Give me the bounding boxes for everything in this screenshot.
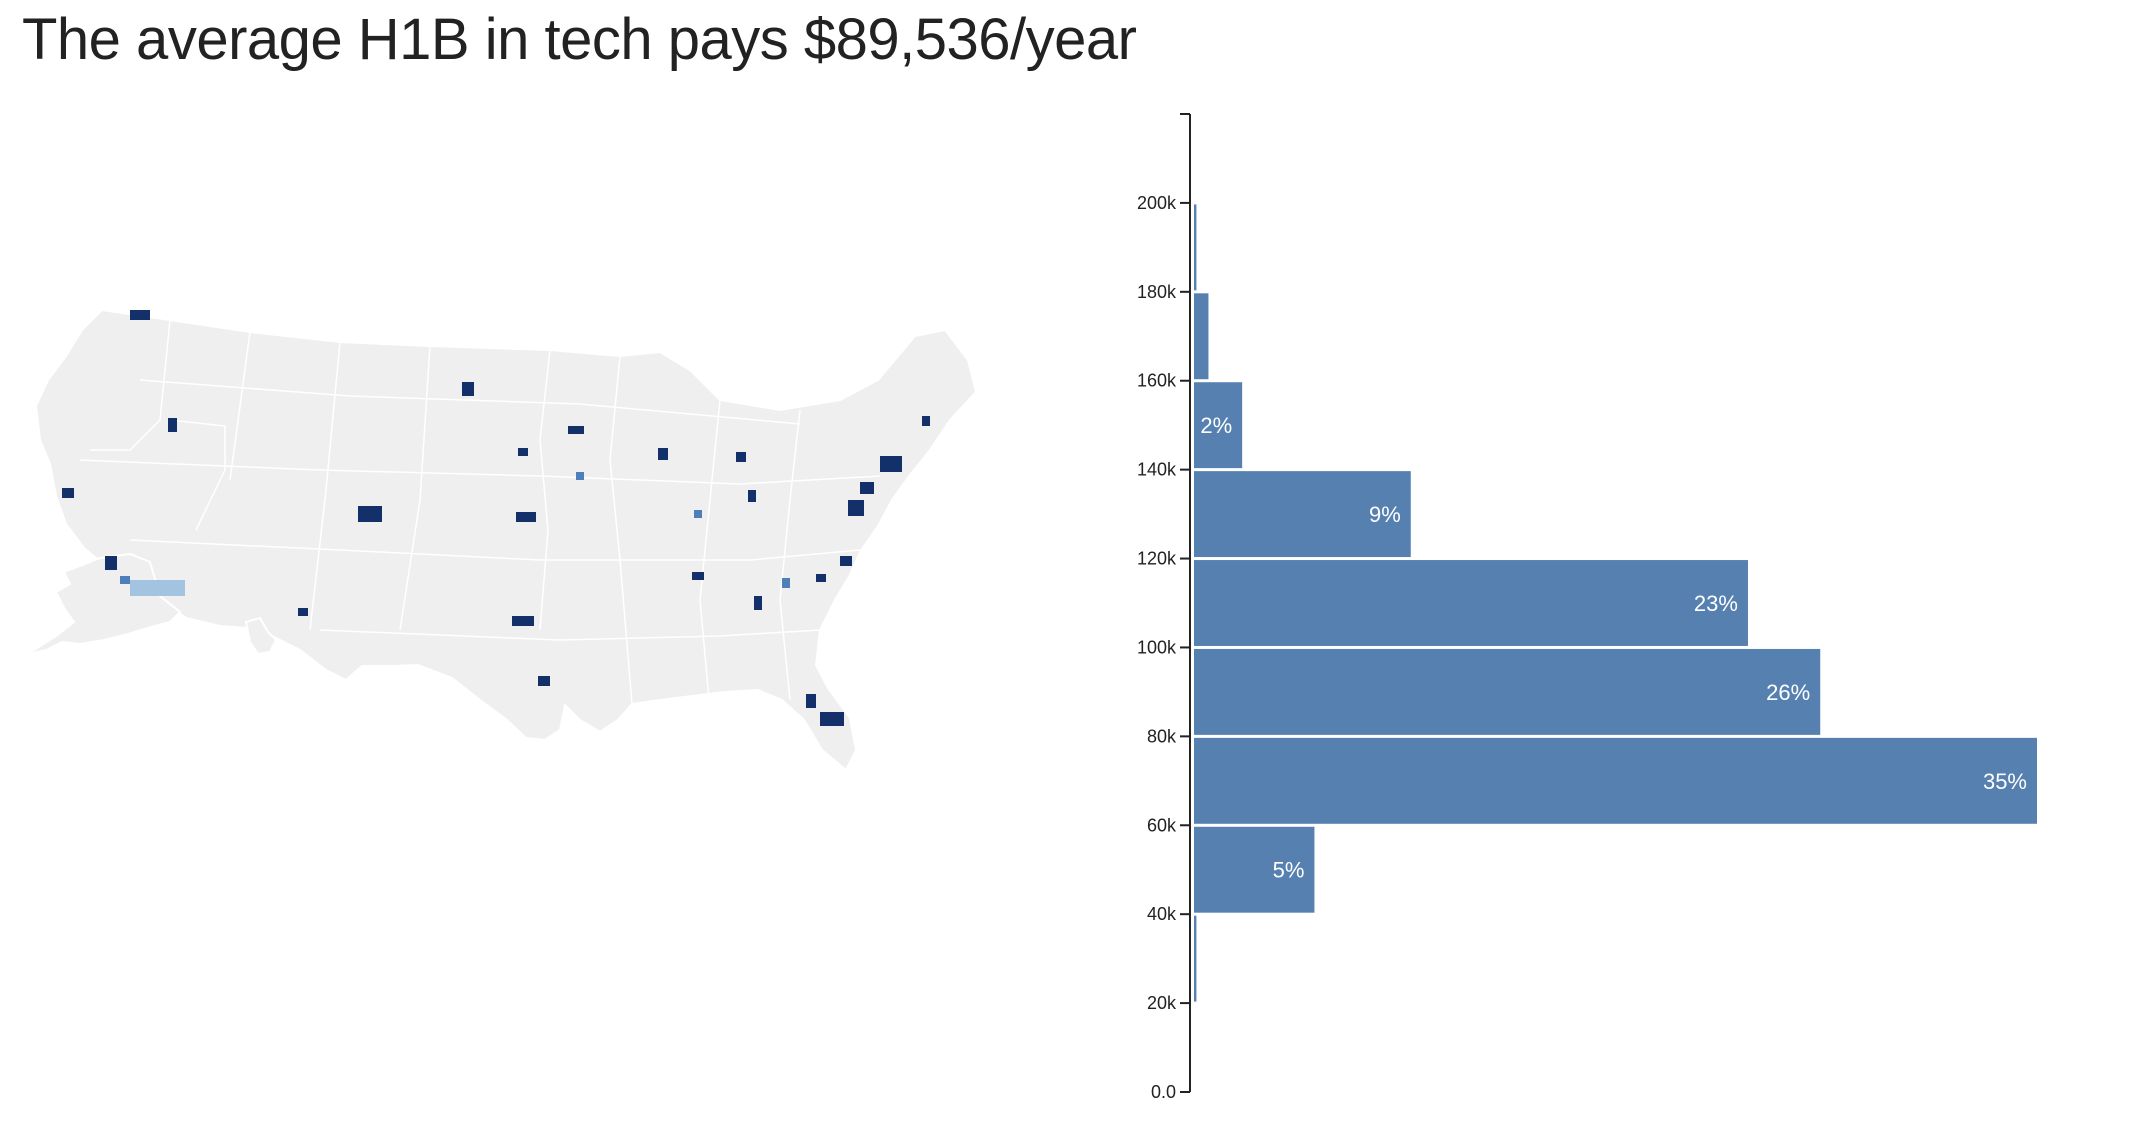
state-border	[139, 379, 801, 425]
y-tick-label: 160k	[1137, 371, 1177, 391]
state-border	[609, 355, 633, 705]
y-tick-label: 200k	[1137, 193, 1177, 213]
county-miami-fl	[820, 712, 844, 726]
county-atlanta-ga	[754, 596, 762, 610]
y-tick-label: 120k	[1137, 549, 1177, 569]
salary-histogram-svg: 5% 35% 26% 23% 9% 2% 0.0 20k 40k 60k 80k 100k 120k 1…	[1137, 113, 2037, 1102]
map-region-alaska	[27, 552, 182, 655]
bar-label: 2%	[1200, 413, 1232, 438]
histogram-bar	[1194, 293, 1209, 380]
state-border	[319, 629, 821, 641]
state-border	[539, 349, 551, 631]
histogram-bar	[1194, 471, 1411, 558]
county-imperial-ca	[130, 580, 185, 596]
map-region-contiguous-us	[34, 308, 978, 772]
bar-label: 26%	[1766, 680, 1810, 705]
y-tick-label: 80k	[1147, 726, 1177, 746]
county-knoxville-tn	[782, 578, 790, 588]
bar-label: 5%	[1273, 858, 1305, 883]
county-minneapolis-mn	[568, 426, 584, 434]
county-boston-ma	[922, 416, 930, 426]
histogram-bar	[1194, 382, 1243, 469]
histogram-bar	[1194, 826, 1315, 913]
county-detroit-mi	[736, 452, 746, 462]
salary-histogram: 5% 35% 26% 23% 9% 2% 0.0 20k 40k 60k 80k 100k 120k 1…	[1090, 100, 2136, 1110]
state-border	[79, 459, 881, 485]
bar-label: 35%	[1983, 769, 2027, 794]
county-nashville-tn	[692, 572, 704, 580]
chart-title: The average H1B in tech pays $89,536/yea…	[22, 7, 1137, 72]
county-tampa-fl	[806, 694, 816, 708]
y-axis: 0.0 20k 40k 60k 80k 100k 120k 140k 160k 180k 200k	[1137, 113, 1191, 1102]
map-region-hawaii	[244, 616, 278, 656]
county-king-county-wa	[130, 310, 150, 320]
county-cass-county-nd	[462, 382, 474, 396]
county-houston-tx	[538, 676, 550, 686]
county-map	[20, 300, 1010, 920]
bar-label: 23%	[1694, 591, 1738, 616]
histogram-bar	[1194, 737, 2037, 824]
state-border	[779, 409, 801, 701]
county-raleigh-nc	[840, 556, 852, 566]
y-tick-label: 0.0	[1151, 1082, 1176, 1102]
y-tick-label: 40k	[1147, 904, 1177, 924]
histogram-bar	[1194, 560, 1748, 646]
county-anchorage-ak	[298, 608, 308, 616]
histogram-bar	[1194, 204, 1197, 291]
county-columbus-oh	[748, 490, 756, 502]
state-border	[399, 345, 431, 631]
county-los-angeles-ca	[105, 556, 117, 570]
state-border	[169, 419, 226, 531]
state-border	[229, 331, 251, 481]
county-des-moines-ia	[576, 472, 584, 480]
county-dallas-tx	[512, 616, 534, 626]
histogram-bars: 5% 35% 26% 23% 9% 2%	[1194, 204, 2037, 1002]
county-philadelphia-pa	[860, 482, 874, 494]
highlighted-counties	[62, 310, 930, 726]
state-border	[90, 319, 171, 451]
county-chicago-il	[658, 448, 668, 460]
county-new-york-ny	[880, 456, 902, 472]
county-indianapolis-in	[694, 510, 702, 518]
state-border	[309, 341, 341, 631]
county-ada-county-id	[168, 418, 177, 432]
state-border	[129, 539, 861, 561]
state-borders	[79, 319, 881, 711]
county-kansas-city-mo	[516, 512, 536, 522]
county-charlotte-nc	[816, 574, 826, 582]
county-bay-area-ca	[62, 488, 74, 498]
y-tick-label: 140k	[1137, 460, 1177, 480]
y-tick-label: 20k	[1147, 993, 1177, 1013]
histogram-bar	[1194, 915, 1197, 1002]
county-san-diego-ca	[120, 576, 130, 584]
histogram-bar	[1194, 648, 1821, 735]
county-omaha-ne	[518, 448, 528, 456]
bar-label: 9%	[1369, 502, 1401, 527]
us-county-map-svg	[27, 308, 978, 772]
county-dc-metro	[848, 500, 864, 516]
y-tick-label: 100k	[1137, 637, 1177, 657]
county-denver-co	[358, 506, 382, 522]
y-tick-label: 180k	[1137, 282, 1177, 302]
state-border	[699, 399, 721, 711]
y-tick-label: 60k	[1147, 815, 1177, 835]
